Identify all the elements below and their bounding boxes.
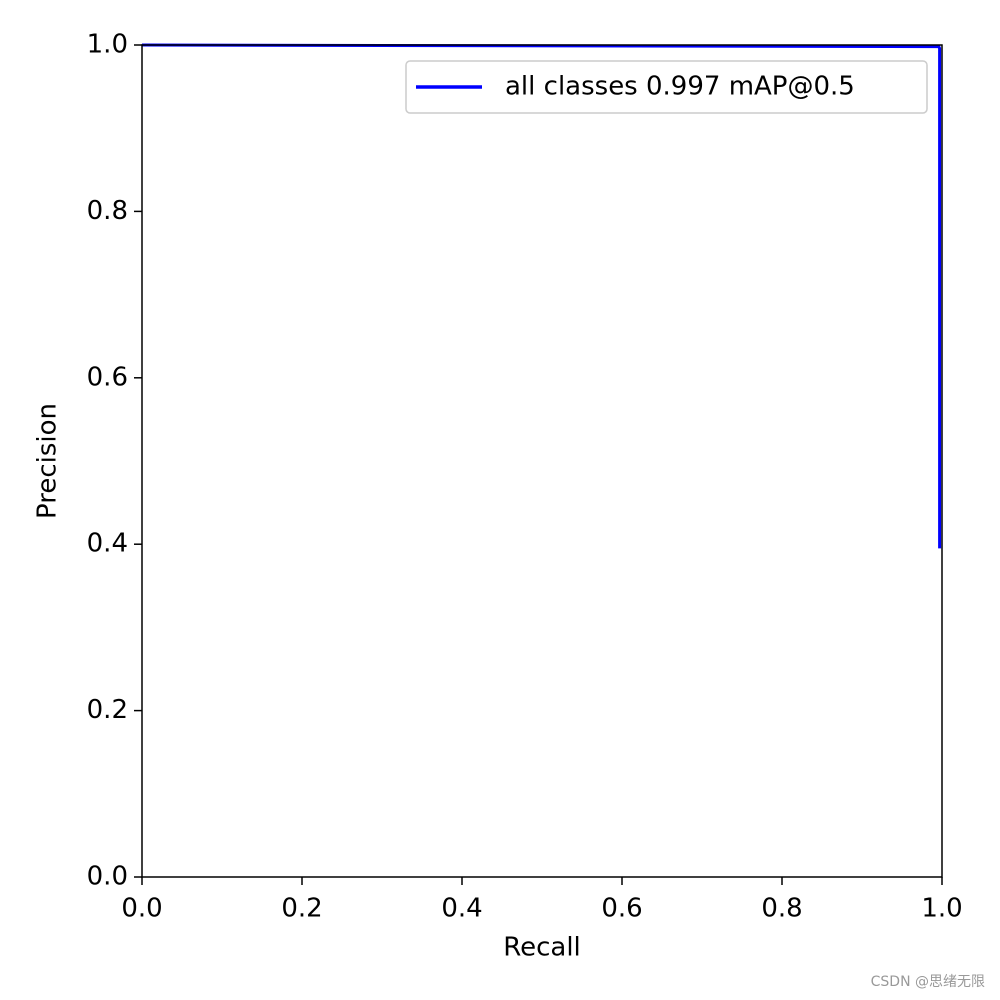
y-tick-label: 0.8 — [87, 196, 128, 226]
x-tick-label: 0.4 — [441, 894, 482, 924]
x-tick-label: 0.2 — [281, 894, 322, 924]
x-axis-label: Recall — [503, 933, 581, 963]
x-tick-label: 0.6 — [601, 894, 642, 924]
watermark: CSDN @思绪无限 — [871, 974, 985, 990]
x-tick-label: 0.8 — [761, 894, 802, 924]
y-tick-label: 0.6 — [87, 362, 128, 392]
y-tick-label: 0.0 — [87, 862, 128, 892]
plot-frame — [141, 44, 943, 878]
y-axis-label: Precision — [33, 403, 63, 519]
x-tick-label: 1.0 — [921, 894, 962, 924]
y-tick-label: 1.0 — [87, 30, 128, 60]
y-tick-label: 0.2 — [87, 695, 128, 725]
x-tick-label: 0.0 — [121, 894, 162, 924]
legend-box — [405, 60, 928, 114]
legend-label: all classes 0.997 mAP@0.5 — [505, 72, 855, 102]
y-tick-label: 0.4 — [87, 529, 128, 559]
series-line — [141, 43, 942, 549]
